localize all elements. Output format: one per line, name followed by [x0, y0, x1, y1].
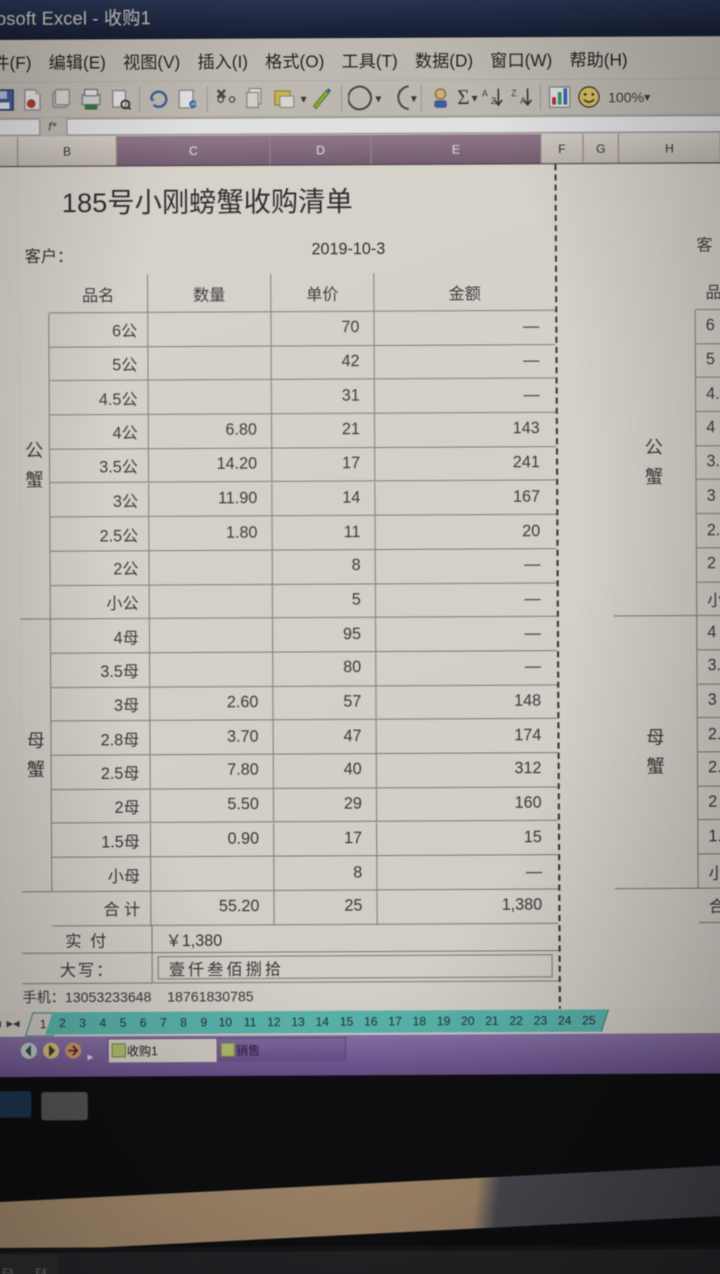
svg-text:A: A: [482, 88, 488, 98]
svg-text:abc: abc: [191, 102, 200, 108]
svg-text:Z: Z: [512, 88, 518, 98]
